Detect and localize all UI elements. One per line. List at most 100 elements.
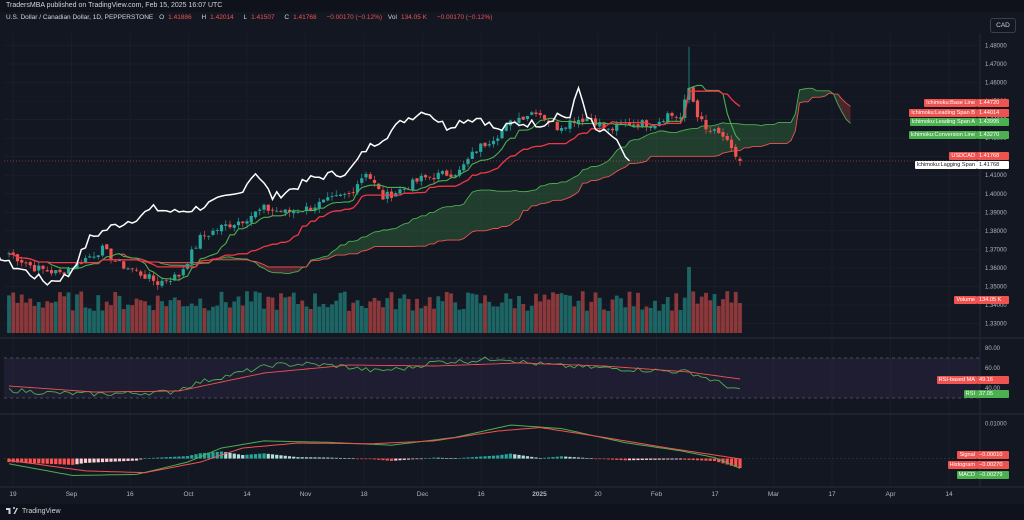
candle-body [691, 87, 695, 102]
macd-histogram-bar [58, 458, 62, 465]
currency-button[interactable]: CAD [990, 18, 1016, 33]
volume-bar [58, 292, 62, 333]
macd-histogram-bar [88, 458, 92, 463]
cloud-segment [412, 218, 417, 247]
candle-body [615, 123, 619, 131]
macd-tag-value: −0.00270 [977, 461, 1009, 469]
candle-body [58, 269, 62, 273]
volume-bar [15, 302, 20, 333]
cloud-segment [340, 244, 345, 256]
volume-bar [657, 310, 662, 333]
macd-tag-name: Signal [957, 451, 977, 459]
macd-histogram-bar [15, 458, 20, 463]
volume-bar [474, 294, 479, 333]
cloud-segment [659, 131, 664, 157]
volume-bar [359, 306, 364, 333]
symbol-name[interactable]: U.S. Dollar / Canadian Dollar, 1D, PEPPE… [6, 14, 154, 21]
volume-bar [100, 310, 105, 333]
cloud-segment [510, 190, 515, 225]
cloud-segment [735, 123, 740, 151]
cloud-segment [765, 124, 770, 146]
macd-histogram-bar [109, 458, 113, 462]
volume-bar [542, 294, 547, 333]
candle-body [568, 120, 572, 129]
candle-body [364, 173, 368, 178]
candle-body [283, 209, 287, 213]
macd-tag-name: Histogram [947, 461, 977, 469]
macd-histogram-bar [517, 454, 521, 459]
time-axis-label: 14 [945, 491, 953, 498]
candle-body [334, 195, 338, 197]
volume-bar [372, 297, 377, 333]
candle-body [368, 174, 372, 179]
macd-histogram-bar [266, 453, 270, 459]
volume-bar [521, 304, 526, 333]
volume-bar [449, 293, 453, 333]
candle-body [347, 193, 351, 194]
macd-histogram-bar [738, 458, 742, 469]
leading-span-a-line [119, 87, 851, 274]
volume-bar [83, 307, 88, 333]
candle-body [296, 212, 300, 213]
volume-bar [585, 310, 589, 333]
candle-body [479, 143, 483, 152]
candle-body [725, 135, 729, 140]
volume-bar [500, 302, 504, 333]
macd-histogram-bar [670, 458, 674, 460]
candle-body [602, 122, 606, 128]
cloud-segment [391, 228, 396, 247]
volume-bar [602, 309, 606, 333]
volume-bar [593, 292, 598, 333]
macd-histogram-bar [666, 458, 670, 460]
macd-histogram-bar [657, 458, 661, 460]
candle-body [181, 269, 185, 276]
cloud-segment [629, 139, 634, 164]
rsi-tag: RSI 37.05 [963, 390, 1009, 398]
macd-histogram-bar [372, 458, 377, 460]
candle-body [534, 112, 538, 115]
volume-bar [257, 292, 262, 333]
macd-tag: Histogram −0.00270 [947, 461, 1009, 469]
cloud-segment [748, 124, 753, 148]
volume-bar [555, 293, 560, 333]
volume-bar [313, 293, 317, 333]
time-axis-label: Apr [885, 491, 896, 498]
macd-histogram-bar [160, 457, 164, 459]
macd-histogram-bar [241, 455, 245, 459]
change-value: −0.00170 (−0.12%) [326, 14, 383, 21]
cloud-segment [655, 131, 660, 157]
macd-histogram-bar [589, 458, 593, 459]
macd-histogram-bar [555, 456, 559, 459]
macd-histogram-bar [96, 458, 100, 463]
cloud-segment [357, 237, 362, 254]
cloud-segment [536, 186, 541, 206]
candle-body [585, 118, 589, 122]
volume-bar [206, 310, 211, 333]
volume-bar [160, 301, 164, 333]
volume-bar [138, 300, 143, 333]
volume-bar [517, 295, 521, 333]
cloud-segment [463, 197, 468, 239]
macd-histogram-bar [139, 458, 143, 460]
macd-histogram-bar [283, 455, 287, 459]
rsi-tick-label: 60.00 [985, 366, 1001, 372]
volume-bar [211, 306, 215, 333]
chart-canvas[interactable]: 1.480001.470001.460001.450001.440001.430… [0, 0, 1024, 504]
macd-histogram-bar [177, 456, 181, 459]
candle-body [28, 262, 32, 266]
volume-bar [415, 298, 419, 333]
volume-bar [330, 304, 334, 333]
candle-body [92, 256, 96, 258]
price-tick-label: 1.39000 [985, 210, 1007, 216]
candle-body [54, 270, 58, 274]
cloud-segment [672, 132, 677, 157]
candle-body [521, 116, 525, 120]
candle-body [704, 120, 708, 130]
time-axis-label: Feb [651, 491, 663, 498]
macd-histogram-bar [287, 456, 292, 459]
price-tag-name: Ichimoku:Base Line [924, 99, 977, 107]
cloud-segment [574, 175, 579, 195]
volume-bar [729, 302, 734, 333]
cloud-segment [349, 241, 354, 254]
volume-bar [610, 299, 615, 333]
